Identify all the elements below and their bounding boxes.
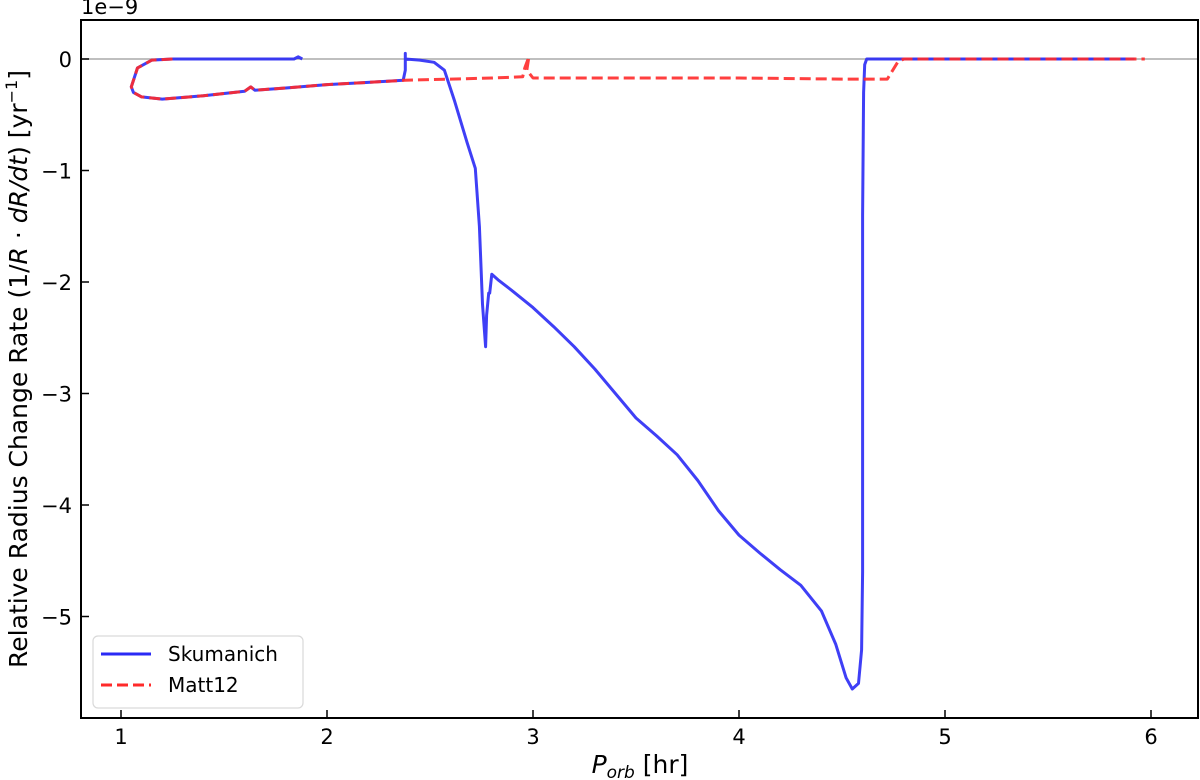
y-tick-label: −1 [41,160,72,184]
x-tick-label: 5 [938,725,951,749]
series-line-matt12 [129,55,1145,101]
y-tick-label: −2 [41,271,72,295]
y-axis-label-drdt: dR/dt [4,155,33,224]
x-axis-ticks: 1 2 3 4 5 6 [114,710,1158,749]
series-line-skumanich [129,51,1135,691]
x-tick-label: 2 [320,725,333,749]
series-group [129,51,1145,691]
legend-label-matt12: Matt12 [168,673,239,697]
x-tick-label: 6 [1144,725,1157,749]
plot-frame [80,19,1199,719]
x-tick-label: 3 [526,725,539,749]
y-axis-label-suffix: ) [yr [4,103,33,156]
y-tick-label: −3 [41,383,72,407]
y-offset-label: 1e−9 [81,0,138,19]
y-tick-label: 0 [59,48,72,72]
legend: Skumanich Matt12 [92,635,304,709]
x-axis-label-main: P [592,750,608,779]
x-axis-label-sub: orb [607,763,635,780]
y-axis-label-sup: −1 [2,80,21,104]
legend-label-skumanich: Skumanich [168,642,278,666]
y-axis-label-dot: · [4,223,33,247]
x-tick-label: 4 [732,725,745,749]
y-axis-ticks: 0 −1 −2 −3 −4 −5 [41,48,89,630]
y-tick-label: −4 [41,494,72,518]
x-axis-label: Porb [hr] [592,750,689,780]
x-axis-label-unit: [hr] [635,750,689,779]
y-axis-label-end: ] [4,70,33,80]
y-axis-label: Relative Radius Change Rate (1/R · dR/dt… [2,70,33,668]
y-axis-label-prefix: Relative Radius Change Rate (1/ [4,264,33,668]
y-tick-label: −5 [41,606,72,630]
x-tick-label: 1 [114,725,127,749]
y-axis-label-r: R [4,247,33,264]
